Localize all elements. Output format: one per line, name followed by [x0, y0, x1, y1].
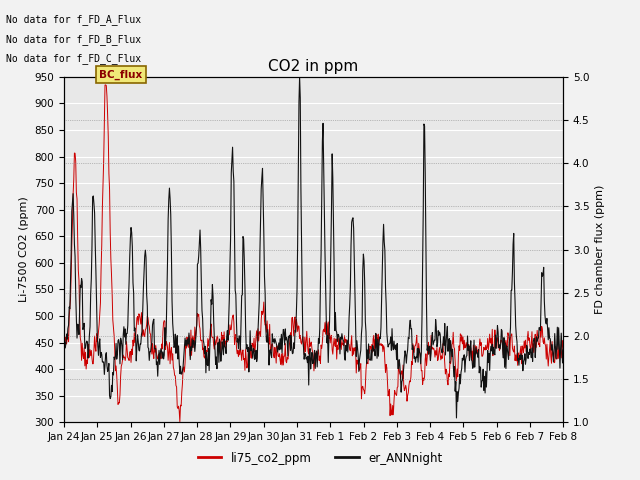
- Legend: li75_co2_ppm, er_ANNnight: li75_co2_ppm, er_ANNnight: [193, 447, 447, 469]
- Y-axis label: Li-7500 CO2 (ppm): Li-7500 CO2 (ppm): [19, 197, 29, 302]
- Text: No data for f_FD_A_Flux: No data for f_FD_A_Flux: [6, 14, 141, 25]
- Text: No data for f_FD_B_Flux: No data for f_FD_B_Flux: [6, 34, 141, 45]
- Title: CO2 in ppm: CO2 in ppm: [268, 59, 359, 74]
- Text: BC_flux: BC_flux: [99, 69, 143, 80]
- Y-axis label: FD chamber flux (ppm): FD chamber flux (ppm): [595, 185, 605, 314]
- Text: No data for f_FD_C_Flux: No data for f_FD_C_Flux: [6, 53, 141, 64]
